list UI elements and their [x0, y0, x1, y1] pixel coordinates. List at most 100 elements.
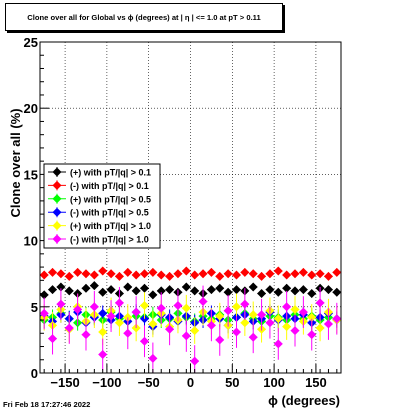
- data-point: [123, 267, 133, 277]
- data-point: [98, 287, 108, 297]
- data-point: [198, 297, 208, 307]
- axis-labels: Clone over all (%) ϕ (degrees): [8, 108, 340, 408]
- data-point: [106, 269, 116, 279]
- data-point: [123, 282, 133, 292]
- data-point: [181, 303, 191, 313]
- data-point: [282, 283, 292, 293]
- data-point: [89, 302, 99, 312]
- data-point: [215, 271, 225, 281]
- data-point: [307, 270, 317, 280]
- data-point: [273, 339, 283, 349]
- data-point: [332, 267, 342, 277]
- data-point: [298, 285, 308, 295]
- data-point: [231, 270, 241, 280]
- data-point: [81, 283, 91, 293]
- x-tick-label: 0: [187, 375, 194, 390]
- data-point: [265, 269, 275, 279]
- data-point: [131, 286, 141, 296]
- data-point: [98, 349, 108, 359]
- data-point: [282, 302, 292, 312]
- data-point: [131, 270, 141, 280]
- y-tick-label: 0: [31, 366, 38, 381]
- y-tick-label: 15: [24, 167, 38, 182]
- x-tick-label: −150: [50, 375, 79, 390]
- legend-marker: [52, 180, 62, 190]
- data-point: [273, 314, 283, 324]
- data-point: [190, 326, 200, 336]
- data-point: [190, 286, 200, 296]
- y-axis-label: Clone over all (%): [8, 108, 23, 217]
- data-point: [198, 269, 208, 279]
- data-point: [140, 283, 150, 293]
- data-point: [206, 285, 216, 295]
- data-point: [140, 336, 150, 346]
- legend-marker: [52, 234, 62, 244]
- legend-box: [43, 163, 161, 249]
- data-point: [206, 320, 216, 330]
- data-point: [64, 271, 74, 281]
- x-tick-label: 100: [263, 375, 285, 390]
- legend-label: (+) with pT/|q| > 0.5: [70, 194, 151, 204]
- data-point: [215, 335, 225, 345]
- data-point: [315, 298, 325, 308]
- data-point: [48, 334, 58, 344]
- data-point: [48, 267, 58, 277]
- data-point: [156, 303, 166, 313]
- data-point: [223, 287, 233, 297]
- data-point: [332, 287, 342, 297]
- data-point: [273, 287, 283, 297]
- data-point: [39, 308, 49, 318]
- data-point: [56, 269, 66, 279]
- data-point: [248, 282, 258, 292]
- x-axis-label: ϕ (degrees): [268, 393, 340, 408]
- data-point: [140, 269, 150, 279]
- data-point: [240, 318, 250, 328]
- legend: (+) with pT/|q| > 0.1 (-) with pT/|q| > 0…: [43, 163, 161, 249]
- x-tick-label: −50: [138, 375, 160, 390]
- data-points: [39, 266, 342, 373]
- legend-marker: [52, 221, 62, 231]
- legend-label: (-) with pT/|q| > 0.5: [70, 208, 149, 218]
- data-point: [282, 270, 292, 280]
- data-point: [148, 319, 158, 329]
- data-point: [64, 323, 74, 333]
- data-point: [323, 271, 333, 281]
- data-point: [106, 311, 116, 321]
- data-point: [231, 302, 241, 312]
- data-point: [223, 306, 233, 316]
- data-point: [265, 318, 275, 328]
- legend-marker: [52, 194, 62, 204]
- data-point: [282, 322, 292, 332]
- data-point: [323, 285, 333, 295]
- data-point: [332, 314, 342, 324]
- legend-label: (+) with pT/|q| > 0.1: [70, 168, 151, 178]
- data-point: [215, 283, 225, 293]
- data-point: [39, 270, 49, 280]
- timestamp: Fri Feb 18 17:27:46 2022: [3, 400, 91, 409]
- data-point: [165, 324, 175, 334]
- legend-marker: [52, 207, 62, 217]
- data-point: [89, 281, 99, 291]
- data-point: [257, 310, 267, 320]
- data-point: [290, 326, 300, 336]
- legend-label: (+) with pT/|q| > 1.0: [70, 221, 151, 231]
- data-point: [231, 327, 241, 337]
- axis-ticks: −150 −100 −50 0 50 100 150 0 5 10 15 20 25: [24, 35, 338, 390]
- data-point: [39, 290, 49, 300]
- data-point: [315, 323, 325, 333]
- legend-marker: [52, 167, 62, 177]
- data-point: [257, 271, 267, 281]
- data-point: [315, 269, 325, 279]
- data-point: [273, 266, 283, 276]
- y-tick-label: 20: [24, 101, 38, 116]
- y-tick-label: 25: [24, 35, 38, 50]
- data-point: [240, 299, 250, 309]
- data-point: [56, 299, 66, 309]
- data-point: [307, 289, 317, 299]
- data-point: [240, 267, 250, 277]
- data-point: [131, 307, 141, 317]
- y-tick-label: 10: [24, 234, 38, 249]
- data-point: [148, 267, 158, 277]
- data-point: [298, 267, 308, 277]
